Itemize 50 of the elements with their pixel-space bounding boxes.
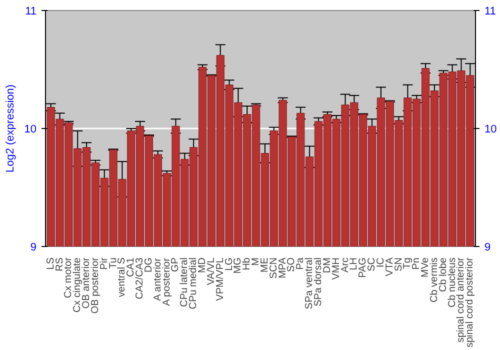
x-tick-label: Tg	[402, 258, 414, 270]
y2-tick-label: 9	[484, 242, 491, 254]
x-tick-label: MVe	[420, 257, 432, 278]
x-tick-label: GP	[170, 257, 182, 272]
x-tick-label: VTA	[384, 257, 396, 276]
y-tick-label: 11	[25, 6, 37, 18]
x-tick-label: M	[250, 257, 262, 266]
x-tick-label: DG	[143, 257, 154, 272]
x-tick-label: VMH	[330, 257, 342, 280]
x-tick-label: IC	[375, 258, 386, 268]
x-tick-label: RS	[54, 257, 66, 272]
x-tick-label: A posterior	[161, 257, 172, 306]
y-axis-title: Log2 (expression)	[4, 84, 16, 173]
x-tick-label: Pir	[98, 256, 110, 270]
x-tick-label: spinal cord anterior	[456, 256, 467, 343]
x-tick-label: Cb vermis	[428, 257, 440, 303]
y2-tick-label: 10	[484, 124, 497, 136]
x-tick-label: ventral S	[116, 257, 128, 297]
x-tick-label: A anterior	[152, 257, 164, 301]
x-tick-label: LG	[224, 257, 235, 271]
x-tick-label: Cx cingulate	[72, 257, 84, 313]
x-tick-label: Arc	[340, 258, 351, 272]
x-tick-label: PAG	[358, 257, 369, 278]
y2-tick-label: 11	[484, 6, 496, 18]
x-tick-label: CA1	[126, 257, 137, 277]
x-tick-label: CA2/CA3	[134, 257, 146, 300]
x-tick-label: Cb nucleus	[446, 258, 458, 308]
x-tick-label: DM	[322, 257, 333, 274]
x-tick-label: Pn	[411, 257, 422, 270]
x-tick-label: Hb	[242, 257, 253, 270]
x-tick-label: spinal cord posterior	[464, 256, 476, 348]
x-tick-label: OB posterior	[90, 256, 101, 314]
x-tick-label: SO	[286, 257, 298, 272]
x-tick-label: Cb lobe	[438, 257, 449, 292]
x-tick-label: OB anterior	[81, 256, 92, 309]
y-tick-label: 9	[30, 242, 37, 254]
x-tick-label: MPA	[277, 257, 288, 278]
x-tick-label: LH	[348, 257, 360, 270]
x-tick-label: LS	[45, 257, 56, 270]
x-tick-label: VPM/VPL	[214, 257, 226, 301]
x-tick-label: CPu medial	[188, 257, 200, 310]
x-tick-label: SN	[393, 257, 404, 272]
y-tick-label: 10	[24, 124, 37, 136]
x-tick-label: SPa dorsal	[312, 257, 324, 306]
x-tick-label: Pa	[295, 257, 306, 270]
x-tick-label: Tu	[108, 257, 119, 269]
x-tick-label: SCN	[268, 257, 280, 279]
x-tick-label: SC	[366, 257, 378, 272]
x-tick-label: ME	[259, 257, 270, 272]
x-tick-label: VA/VL	[206, 257, 217, 286]
